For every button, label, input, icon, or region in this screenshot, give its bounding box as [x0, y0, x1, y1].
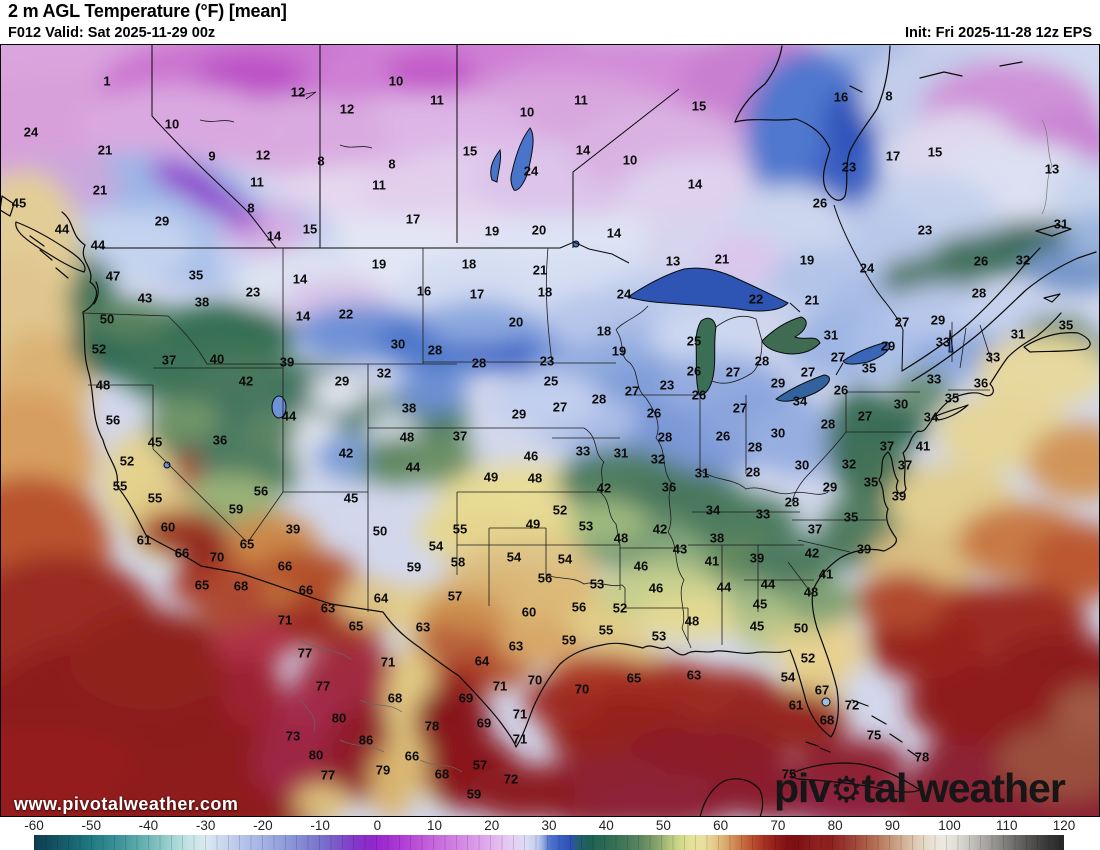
- init-time-label: Init: Fri 2025-11-28 12z EPS: [905, 25, 1092, 41]
- colorbar-segments: [34, 835, 1064, 850]
- colorbar-tick: 10: [427, 818, 443, 833]
- colorbar-tick: 110: [996, 818, 1018, 833]
- temperature-field: [0, 44, 1100, 817]
- colorbar-tick: 70: [770, 818, 786, 833]
- colorbar-tick: -30: [195, 818, 216, 833]
- mexico-state-borders: [299, 119, 1053, 773]
- colorbar-tick: 50: [655, 818, 671, 833]
- temperature-field-svg: [0, 44, 1100, 817]
- colorbar-ticks: -60 -50 -40 -30 -20 -10 0 10 20 30 40 50 60 70 80 90 100…: [24, 818, 1075, 833]
- colorbar-tick: 60: [713, 818, 729, 833]
- map-canvas: [0, 44, 1100, 817]
- colorbar-tick: -50: [81, 818, 101, 833]
- colorbar-tick: 100: [938, 818, 961, 833]
- colorbar-tick: -20: [253, 818, 273, 833]
- colorbar-tick: 30: [541, 818, 557, 833]
- page-title: 2 m AGL Temperature (°F) [mean]: [8, 1, 287, 21]
- site-url-watermark: www.pivotalweather.com: [14, 794, 239, 814]
- valid-time-label: F012 Valid: Sat 2025-11-29 00z: [8, 25, 216, 41]
- colorbar-tick: -40: [138, 818, 159, 833]
- gear-icon: ⚙: [830, 769, 862, 810]
- colorbar-tick: 120: [1052, 818, 1076, 833]
- colorbar-tick: 80: [827, 818, 843, 833]
- colorbar: [34, 835, 1064, 850]
- brand-text-right: tal weather: [861, 765, 1066, 811]
- brand-text-left: piv: [774, 765, 831, 811]
- colorbar-tick: -60: [24, 818, 44, 833]
- country-borders: [100, 44, 904, 376]
- colorbar-tick: 20: [484, 818, 500, 833]
- colorbar-tick: 40: [598, 818, 614, 833]
- colorbar-tick: -10: [310, 818, 330, 833]
- state-borders: [82, 91, 993, 649]
- colorbar-tick: 0: [373, 818, 382, 833]
- great-lakes: [163, 127, 954, 707]
- colorbar-tick: 90: [884, 818, 900, 833]
- coastlines: [0, 45, 1097, 817]
- brand-watermark: piv⚙tal weather: [774, 765, 1066, 811]
